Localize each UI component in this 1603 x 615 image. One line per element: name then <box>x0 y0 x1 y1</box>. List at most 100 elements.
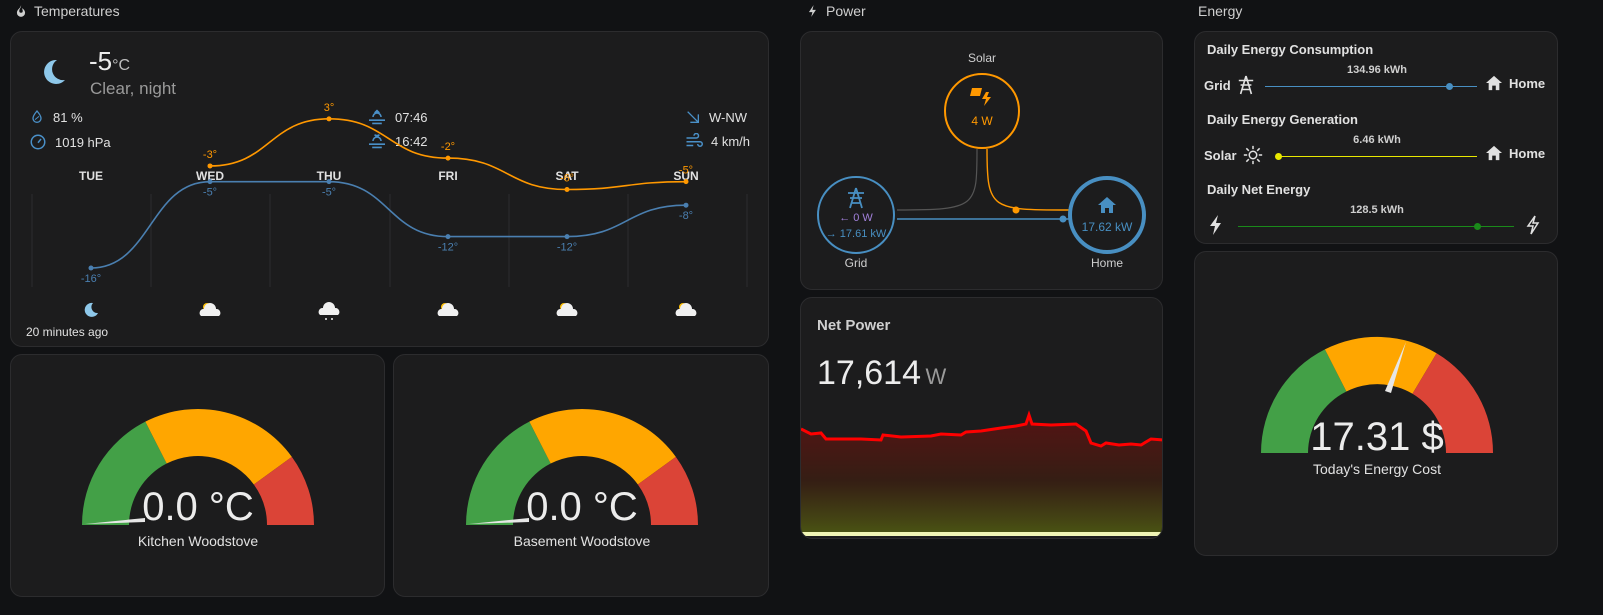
low-temp-point <box>207 179 213 185</box>
net-power-value: 17,614 W <box>817 354 947 392</box>
cost-gauge <box>1261 336 1494 453</box>
generation-left: Solar <box>1204 145 1263 165</box>
power-flow-card[interactable]: Solar 4 W ← 0 W → 17.61 kW Grid 17.62 kW… <box>800 31 1163 290</box>
weather-card[interactable]: -5°C Clear, night 81 % 1019 hPa 07:46 16… <box>10 31 769 347</box>
sun-icon <box>1243 145 1262 165</box>
flash-outline-icon <box>1526 215 1540 235</box>
low-temp-label: -12° <box>557 242 577 254</box>
solar-value: 4 W <box>971 114 993 128</box>
home-icon <box>1486 75 1502 91</box>
transmission-tower-icon <box>1238 75 1253 95</box>
cloudy-icon <box>318 302 340 320</box>
partly-cloudy-icon <box>437 303 459 316</box>
weather-condition: Clear, night <box>90 79 176 98</box>
kitchen-gauge <box>82 409 314 525</box>
section-power: Power <box>806 3 866 19</box>
basement-woodstove-card[interactable]: 0.0 °C Basement Woodstove <box>393 354 769 597</box>
low-temp-label: -5° <box>203 187 217 199</box>
fire-icon <box>16 5 26 17</box>
home-value: 17.62 kW <box>1081 220 1133 234</box>
kitchen-woodstove-card[interactable]: 0.0 °C Kitchen Woodstove <box>10 354 385 597</box>
low-temp-line <box>90 180 687 269</box>
cost-name: Today's Energy Cost <box>1313 461 1441 477</box>
sunrise-icon <box>369 109 385 125</box>
forecast-day: WED <box>196 169 224 183</box>
cost-value: 17.31 $ <box>1310 415 1444 459</box>
flash-icon <box>1210 215 1221 235</box>
section-energy: Energy <box>1198 3 1242 19</box>
gauge-icon <box>30 134 46 150</box>
high-temp-label: 3° <box>324 102 335 114</box>
low-temp-point <box>564 234 570 240</box>
gauge-red-zone <box>253 456 314 525</box>
high-temp-label: -6° <box>560 173 574 185</box>
forecast-chart: TUE -16° WED -5° -3° THU -5° 3° FRI -12° -2° SAT -12… <box>31 102 748 320</box>
high-temp-point <box>683 179 689 185</box>
partly-cloudy-icon <box>556 303 578 316</box>
gauge-name: Basement Woodstove <box>513 533 651 549</box>
gauge-green-zone <box>466 421 551 525</box>
high-temp-label: -5° <box>679 165 693 177</box>
humidity: 81 % <box>29 109 83 125</box>
forecast-day: TUE <box>79 169 103 183</box>
moon-icon <box>84 302 98 317</box>
grid-label: Grid <box>844 256 868 270</box>
solar-flow-dot <box>1012 206 1020 214</box>
gauge-yellow-zone <box>529 408 676 485</box>
forecast-day: FRI <box>438 169 457 183</box>
grid-flow-dot <box>1059 215 1067 223</box>
card-title: Net Power <box>817 317 891 334</box>
section-title: Temperatures <box>34 3 120 19</box>
section-title: Energy <box>1198 3 1243 19</box>
net-power-card[interactable]: Net Power 17,614 W <box>800 297 1163 539</box>
gauge-needle <box>85 518 145 524</box>
sunrise: 07:46 <box>367 109 428 125</box>
low-temp-point <box>326 179 332 185</box>
consumption-title: Daily Energy Consumption <box>1207 42 1374 57</box>
low-temp-label: -16° <box>81 273 101 285</box>
forecast-day: SAT <box>555 169 579 183</box>
partly-cloudy-icon <box>199 303 221 316</box>
wind-speed: 4 km/h <box>685 133 750 149</box>
consumption-value: 134.96 kWh <box>1347 64 1407 76</box>
low-temp-point <box>445 234 451 240</box>
last-updated: 20 minutes ago <box>26 325 109 339</box>
high-temp-point <box>207 163 213 169</box>
home-circle <box>1068 176 1146 254</box>
sunset: 16:42 <box>367 133 428 149</box>
partly-cloudy-icon <box>675 303 697 316</box>
power-flow-lines <box>817 73 1146 254</box>
section-temperatures: Temperatures <box>14 3 120 19</box>
consumption-left: Grid <box>1204 75 1255 95</box>
consumption-marker <box>1446 83 1453 90</box>
grid-consumption: → 17.61 kW <box>825 228 887 240</box>
low-temp-label: -5° <box>322 187 336 199</box>
grid-circle <box>817 176 895 254</box>
home-label: Home <box>1090 256 1124 270</box>
solar-circle <box>944 73 1020 149</box>
gauge-yellow-zone <box>145 409 292 485</box>
net-energy-marker <box>1474 223 1481 230</box>
high-temp-label: -2° <box>441 141 455 153</box>
section-title: Power <box>826 3 866 19</box>
consumption-bar <box>1265 86 1477 87</box>
gauge-needle <box>1385 342 1406 393</box>
consumption-right: Home <box>1485 75 1545 91</box>
water-percent-icon <box>32 109 42 123</box>
energy-cost-card[interactable]: 17.31 $ Today's Energy Cost <box>1194 251 1558 556</box>
high-temp-label: -3° <box>203 149 217 161</box>
forecast-day: THU <box>317 169 342 183</box>
energy-card[interactable]: Daily Energy Consumption Grid 134.96 kWh… <box>1194 31 1558 244</box>
sunset-icon <box>369 134 385 149</box>
wind-direction: W-NW <box>685 109 747 125</box>
generation-right: Home <box>1485 145 1545 161</box>
generation-bar <box>1278 156 1477 157</box>
generation-marker <box>1275 153 1282 160</box>
wind-icon <box>686 133 703 147</box>
gauge-value: 0.0 °C <box>526 485 638 529</box>
net-energy-bar <box>1238 226 1514 227</box>
moon-icon <box>44 59 65 84</box>
arrow-bottom-right-icon <box>687 111 699 123</box>
home-icon <box>1486 145 1502 161</box>
low-temp-point <box>683 202 689 208</box>
